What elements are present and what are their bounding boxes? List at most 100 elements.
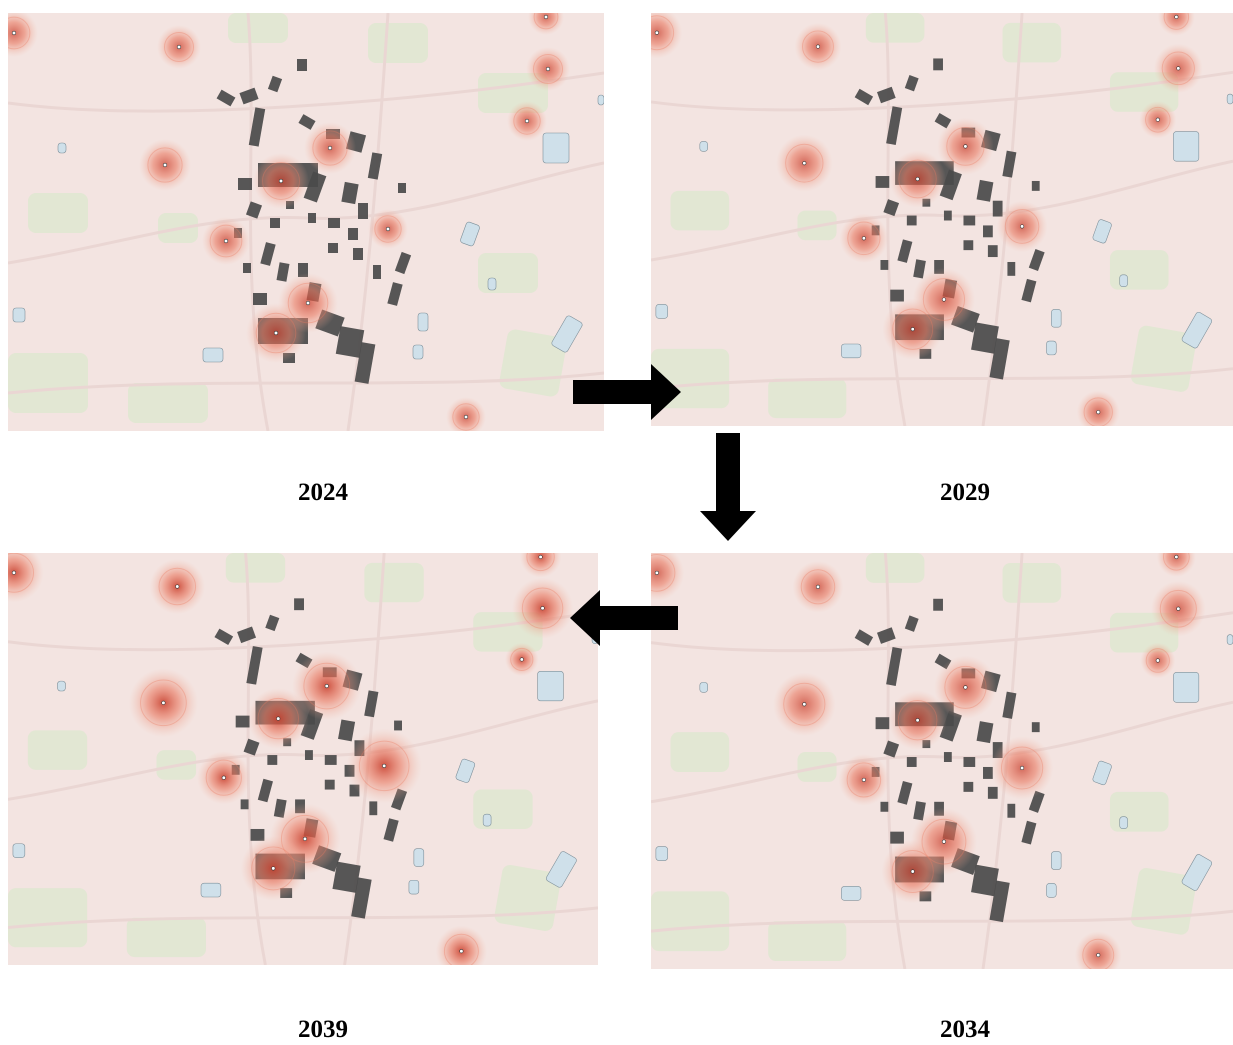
water-parcel bbox=[1119, 274, 1128, 287]
park-area bbox=[1002, 22, 1062, 63]
building-patch bbox=[1007, 803, 1016, 818]
hotspot-marker-icon bbox=[1153, 43, 1203, 94]
map-svg-2039 bbox=[8, 553, 598, 965]
building-patch bbox=[876, 627, 896, 644]
hotspot-marker-icon bbox=[446, 397, 486, 431]
building-patch bbox=[297, 59, 307, 71]
year-label-2029: 2029 bbox=[940, 479, 990, 506]
building-patch bbox=[987, 786, 998, 799]
water-parcel bbox=[551, 315, 583, 353]
hotspot-marker-icon bbox=[1157, 13, 1195, 36]
water-parcel bbox=[542, 132, 570, 164]
hotspot-marker-icon bbox=[792, 560, 844, 613]
hotspot-marker-icon bbox=[519, 553, 562, 578]
park-area bbox=[670, 732, 730, 772]
building-patch bbox=[983, 225, 993, 238]
hotspot-marker-icon bbox=[149, 558, 205, 615]
water-parcel bbox=[12, 843, 26, 858]
building-patch bbox=[963, 781, 974, 792]
water-parcel bbox=[1046, 883, 1057, 898]
water-parcel bbox=[1051, 851, 1062, 870]
park-area bbox=[478, 253, 538, 293]
hotspot-marker-icon bbox=[881, 839, 944, 904]
building-patch bbox=[367, 152, 383, 180]
park-area bbox=[865, 553, 925, 583]
hotspot-marker-icon bbox=[197, 751, 251, 805]
building-patch bbox=[1002, 691, 1017, 719]
building-patch bbox=[243, 738, 260, 756]
building-patch bbox=[939, 710, 962, 742]
hotspot-marker-icon bbox=[1156, 553, 1196, 577]
year-label-2039: 2039 bbox=[298, 1016, 348, 1043]
hotspot-marker-icon bbox=[202, 217, 250, 265]
building-patch bbox=[897, 780, 913, 805]
park-area bbox=[1109, 791, 1169, 832]
water-parcel bbox=[482, 813, 492, 827]
hotspot-marker-icon bbox=[304, 122, 356, 174]
building-patch bbox=[943, 210, 952, 221]
road-line bbox=[651, 367, 1233, 390]
building-patch bbox=[257, 778, 273, 803]
water-parcel bbox=[1173, 672, 1200, 703]
building-patch bbox=[1021, 820, 1037, 845]
building-patch bbox=[351, 877, 372, 919]
park-area bbox=[8, 888, 88, 948]
building-patch bbox=[276, 262, 290, 282]
building-patch bbox=[267, 75, 283, 93]
building-patch bbox=[245, 201, 263, 219]
hotspot-marker-icon bbox=[990, 736, 1054, 800]
hotspot-marker-icon bbox=[889, 150, 946, 208]
water-parcel bbox=[408, 879, 420, 895]
building-patch bbox=[398, 183, 406, 193]
road-line bbox=[8, 906, 598, 930]
building-patch bbox=[335, 326, 365, 358]
park-area bbox=[670, 190, 730, 231]
building-patch bbox=[246, 646, 263, 685]
building-patch bbox=[1028, 249, 1045, 271]
hotspot-marker-icon bbox=[1150, 580, 1206, 637]
map-panel-2034 bbox=[651, 553, 1233, 969]
building-patch bbox=[354, 342, 376, 384]
building-patch bbox=[1031, 180, 1040, 191]
building-patch bbox=[239, 87, 259, 105]
water-parcel bbox=[1226, 93, 1233, 105]
hotspot-marker-icon bbox=[794, 22, 842, 71]
building-patch bbox=[373, 265, 381, 279]
water-parcel bbox=[1181, 311, 1213, 349]
park-area bbox=[225, 553, 286, 583]
building-patch bbox=[304, 750, 313, 760]
park-area bbox=[128, 383, 208, 423]
hotspot-marker-icon bbox=[346, 728, 422, 804]
building-patch bbox=[1007, 261, 1016, 276]
building-patch bbox=[875, 717, 890, 730]
park-area bbox=[126, 917, 206, 958]
building-patch bbox=[913, 259, 926, 279]
map-panel-2024 bbox=[8, 13, 604, 431]
building-patch bbox=[1031, 722, 1040, 733]
water-parcel bbox=[1226, 634, 1233, 645]
water-parcel bbox=[1092, 219, 1112, 244]
park-area bbox=[28, 193, 88, 233]
road-line bbox=[8, 371, 604, 395]
building-patch bbox=[298, 263, 308, 277]
building-patch bbox=[364, 690, 379, 718]
building-patch bbox=[989, 880, 1010, 923]
water-parcel bbox=[487, 277, 497, 291]
hotspot-marker-icon bbox=[435, 925, 488, 965]
hotspot-marker-icon bbox=[526, 47, 570, 91]
building-patch bbox=[250, 828, 265, 841]
building-patch bbox=[897, 239, 913, 263]
hotspot-marker-icon bbox=[247, 688, 309, 750]
water-parcel bbox=[1119, 816, 1128, 829]
building-patch bbox=[214, 628, 234, 645]
water-parcel bbox=[1173, 131, 1200, 162]
water-parcel bbox=[412, 344, 424, 360]
hotspot-marker-icon bbox=[528, 13, 564, 35]
building-patch bbox=[883, 740, 900, 758]
building-patch bbox=[265, 614, 280, 632]
building-patch bbox=[328, 218, 340, 228]
building-patch bbox=[880, 260, 889, 270]
hotspot-marker-icon bbox=[507, 101, 547, 141]
building-patch bbox=[348, 228, 358, 240]
building-patch bbox=[904, 74, 919, 92]
